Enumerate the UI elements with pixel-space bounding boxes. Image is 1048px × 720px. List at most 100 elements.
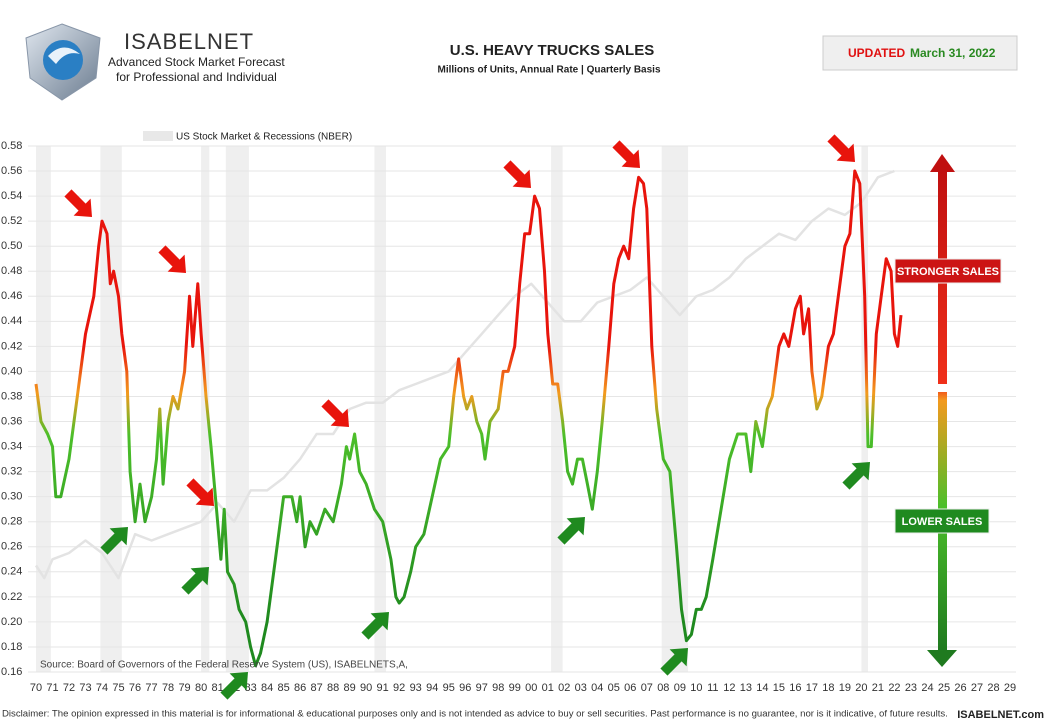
x-tick-label: 13 — [740, 682, 752, 694]
x-tick-label: 88 — [327, 682, 339, 694]
x-tick-label: 91 — [377, 682, 389, 694]
x-tick-label: 26 — [954, 682, 966, 694]
callout-arrow — [827, 134, 855, 162]
x-tick-label: 02 — [558, 682, 570, 694]
y-tick-label: 0.50 — [1, 240, 22, 252]
x-tick-label: 08 — [657, 682, 669, 694]
x-tick-label: 76 — [129, 682, 141, 694]
x-tick-label: 87 — [311, 682, 323, 694]
x-tick-label: 09 — [674, 682, 686, 694]
x-tick-label: 77 — [145, 682, 157, 694]
disclaimer: Disclaimer: The opinion expressed in thi… — [2, 709, 948, 720]
recession-band — [36, 146, 51, 672]
y-tick-label: 0.42 — [1, 340, 22, 352]
y-tick-label: 0.52 — [1, 215, 22, 227]
x-tick-label: 01 — [542, 682, 554, 694]
chart-title: U.S. HEAVY TRUCKS SALES — [450, 42, 654, 59]
x-tick-label: 90 — [360, 682, 372, 694]
brand-tagline: Advanced Stock Market Forecast — [108, 55, 285, 69]
callout-arrow — [186, 478, 214, 506]
x-tick-label: 70 — [30, 682, 42, 694]
y-tick-label: 0.18 — [1, 641, 22, 653]
scale-arrow — [938, 170, 947, 650]
x-tick-label: 18 — [822, 682, 834, 694]
x-tick-label: 03 — [575, 682, 587, 694]
y-tick-label: 0.22 — [1, 591, 22, 603]
x-tick-label: 21 — [872, 682, 884, 694]
arrow-head — [930, 154, 955, 172]
source: Source: Board of Governors of the Federa… — [40, 660, 408, 671]
badge-label: UPDATED — [848, 46, 905, 60]
x-tick-label: 16 — [789, 682, 801, 694]
scale-gap — [930, 384, 955, 392]
x-tick-label: 85 — [278, 682, 290, 694]
badge-date: March 31, 2022 — [910, 46, 996, 60]
recession-band — [551, 146, 563, 672]
y-tick-label: 0.58 — [1, 140, 22, 152]
x-tick-label: 06 — [624, 682, 636, 694]
callout-arrow — [660, 648, 688, 676]
chart-subtitle: Millions of Units, Annual Rate | Quarter… — [437, 65, 660, 76]
badge — [822, 35, 1018, 71]
y-tick-label: 0.38 — [1, 390, 22, 402]
y-tick-label: 0.26 — [1, 541, 22, 553]
y-tick-label: 0.36 — [1, 415, 22, 427]
y-tick-label: 0.20 — [1, 616, 22, 628]
brand-tagline: for Professional and Individual — [116, 70, 277, 84]
lower-label: LOWER SALES — [902, 516, 983, 528]
x-tick-label: 94 — [426, 682, 438, 694]
brand-name: ISABELNET — [124, 29, 254, 54]
logo — [25, 23, 101, 101]
x-tick-label: 79 — [178, 682, 190, 694]
callout-arrow — [361, 612, 389, 640]
upper-box — [894, 258, 1002, 284]
x-tick-label: 83 — [244, 682, 256, 694]
y-tick-label: 0.32 — [1, 466, 22, 478]
x-tick-label: 80 — [195, 682, 207, 694]
x-tick-label: 00 — [525, 682, 537, 694]
callout-arrow — [321, 399, 349, 427]
recession-band — [861, 146, 869, 672]
callout-arrow — [220, 672, 248, 700]
x-tick-label: 05 — [608, 682, 620, 694]
x-tick-label: 89 — [344, 682, 356, 694]
callout-arrow — [842, 462, 870, 490]
x-tick-label: 74 — [96, 682, 108, 694]
x-tick-label: 14 — [756, 682, 768, 694]
x-tick-label: 24 — [921, 682, 933, 694]
lower-box — [894, 508, 990, 534]
x-tick-label: 25 — [938, 682, 950, 694]
callout-arrow — [100, 527, 128, 555]
x-tick-label: 72 — [63, 682, 75, 694]
x-tick-label: 11 — [707, 682, 718, 694]
x-tick-label: 96 — [459, 682, 471, 694]
x-tick-label: 98 — [492, 682, 504, 694]
y-tick-label: 0.24 — [1, 566, 22, 578]
x-tick-label: 22 — [888, 682, 900, 694]
callout-arrow — [503, 160, 531, 188]
legend-label: US Stock Market & Recessions (NBER) — [176, 132, 352, 143]
plot: 0.16 0.18 0.20 0.22 0.24 0.26 0.28 0.30 0.32 0.34… — [1, 140, 1016, 694]
callout-arrow — [64, 189, 92, 217]
arrow-head — [927, 650, 957, 667]
x-tick-label: 29 — [1004, 682, 1016, 694]
recession-band — [661, 146, 689, 672]
legend-swatch — [143, 131, 173, 141]
x-tick-label: 86 — [294, 682, 306, 694]
x-tick-label: 95 — [443, 682, 455, 694]
x-tick-label: 97 — [476, 682, 488, 694]
series-line — [34, 169, 895, 580]
y-tick-label: 0.28 — [1, 516, 22, 528]
y-tick-label: 0.34 — [1, 440, 22, 452]
callout-arrow — [158, 245, 186, 273]
x-tick-label: 19 — [839, 682, 851, 694]
x-tick-label: 92 — [393, 682, 405, 694]
recession-band — [201, 146, 210, 672]
y-tick-label: 0.44 — [1, 315, 22, 327]
recession-band — [374, 146, 386, 672]
footer-brand: ISABELNET.com — [957, 709, 1044, 720]
x-tick-label: 78 — [162, 682, 174, 694]
upper-label: STRONGER SALES — [897, 266, 999, 278]
x-tick-label: 73 — [79, 682, 91, 694]
x-tick-label: 71 — [46, 682, 58, 694]
